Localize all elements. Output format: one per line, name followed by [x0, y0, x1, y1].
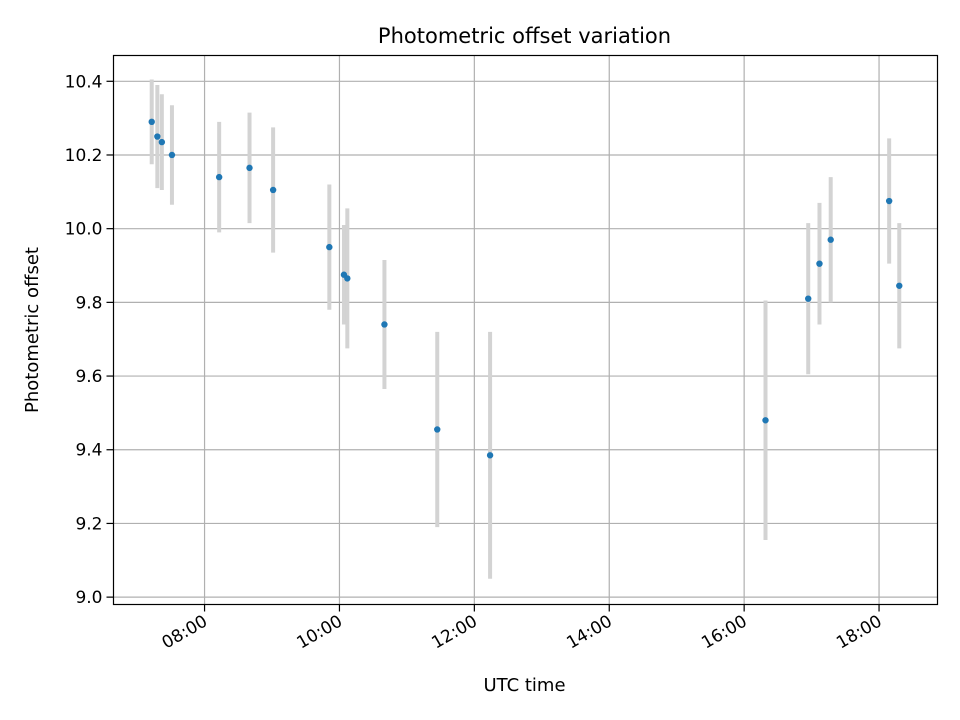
- y-tick-label: 10.2: [65, 146, 103, 166]
- data-point: [805, 295, 812, 302]
- y-axis-ticks: 9.0 9.2 9.4 9.6 9.8 10.0 10.2 10.4: [65, 72, 114, 608]
- y-tick-label: 10.0: [65, 220, 103, 240]
- data-point: [246, 164, 253, 172]
- data-point: [896, 282, 903, 289]
- x-tick-label: 16:00: [698, 612, 750, 654]
- error-bars: [149, 79, 902, 579]
- x-axis-ticks: 08:00 10:00 12:00 14:00 16:00 18:00: [159, 604, 886, 654]
- x-tick-label: 12:00: [428, 612, 480, 654]
- x-tick-label: 14:00: [563, 612, 615, 654]
- x-tick-label: 08:00: [159, 612, 211, 654]
- data-point: [269, 186, 277, 194]
- chart-title: Photometric offset variation: [378, 24, 671, 48]
- x-tick-label: 10:00: [294, 612, 346, 654]
- data-point: [326, 243, 333, 251]
- y-tick-label: 9.4: [75, 441, 102, 461]
- y-tick-label: 10.4: [65, 72, 103, 92]
- data-point: [827, 236, 834, 243]
- data-point: [486, 452, 494, 459]
- data-point: [148, 118, 155, 126]
- data-point: [885, 197, 893, 205]
- data-point: [434, 426, 441, 433]
- data-point: [168, 151, 176, 159]
- data-point: [158, 138, 166, 146]
- grid: [113, 55, 938, 605]
- data-point: [381, 321, 388, 328]
- data-point: [154, 133, 161, 140]
- x-axis-label: UTC time: [483, 675, 565, 696]
- plot-frame: [112, 54, 939, 606]
- y-tick-label: 9.6: [75, 367, 102, 387]
- data-point: [816, 260, 823, 267]
- y-tick-label: 9.0: [75, 588, 102, 608]
- y-tick-label: 9.8: [75, 293, 102, 313]
- y-axis-label: Photometric offset: [22, 247, 43, 413]
- data-point: [344, 275, 351, 282]
- data-points: [148, 118, 903, 459]
- data-point: [762, 417, 769, 424]
- data-point: [215, 173, 223, 181]
- y-tick-label: 9.2: [75, 514, 102, 534]
- x-tick-label: 18:00: [833, 612, 885, 654]
